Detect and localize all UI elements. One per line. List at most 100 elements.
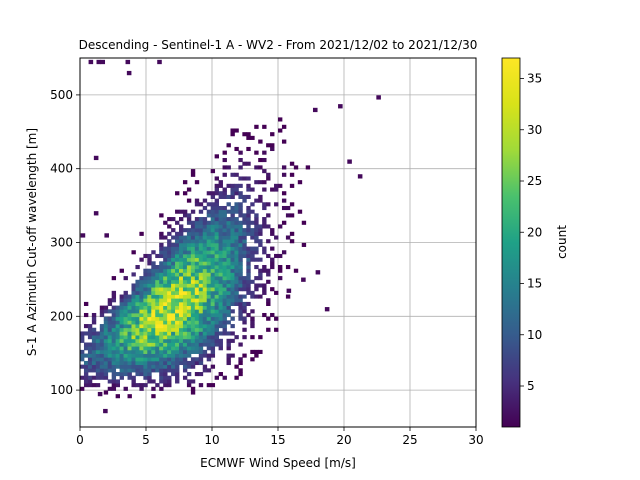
histogram-bin	[202, 279, 208, 284]
y-axis-label: S-1 A Azimuth Cut-off wavelength [m]	[25, 128, 39, 356]
histogram-bin	[131, 309, 136, 314]
histogram-bin	[131, 368, 136, 373]
histogram-bin	[139, 386, 144, 391]
histogram-bin	[95, 353, 101, 358]
histogram-bin	[270, 265, 275, 270]
histogram-bin	[115, 327, 120, 332]
histogram-bin	[210, 324, 216, 329]
histogram-bin	[206, 327, 212, 332]
histogram-bin	[270, 261, 275, 266]
histogram-bin	[151, 283, 156, 288]
histogram-bin	[258, 276, 263, 281]
histogram-bin	[135, 324, 140, 329]
histogram-bin	[155, 272, 160, 277]
histogram-bin	[198, 327, 204, 332]
histogram-bin	[234, 294, 239, 299]
histogram-bin	[186, 261, 192, 266]
histogram-bin	[147, 368, 152, 373]
histogram-bin	[139, 368, 144, 373]
histogram-bin	[210, 220, 216, 225]
histogram-bin	[222, 239, 227, 244]
histogram-bin	[246, 250, 251, 255]
histogram-bin	[194, 261, 200, 266]
histogram-bin	[163, 372, 168, 377]
histogram-bin	[206, 338, 212, 343]
histogram-bin	[214, 312, 219, 318]
histogram-bin	[131, 287, 136, 292]
histogram-bin	[80, 338, 85, 343]
histogram-bin	[254, 217, 259, 222]
histogram-bin	[254, 265, 259, 270]
histogram-bin	[230, 283, 235, 288]
histogram-bin	[175, 235, 180, 240]
histogram-bin	[111, 290, 117, 295]
histogram-bin	[171, 294, 176, 299]
histogram-bin	[222, 253, 227, 259]
histogram-bin	[147, 283, 152, 288]
histogram-bin	[218, 213, 223, 218]
histogram-bin	[210, 253, 216, 259]
histogram-bin	[222, 290, 227, 295]
histogram-bin	[99, 309, 105, 314]
histogram-bin	[270, 132, 275, 137]
histogram-bin	[167, 279, 172, 284]
histogram-bin	[163, 298, 168, 303]
histogram-bin	[186, 228, 192, 233]
histogram-bin	[139, 335, 144, 340]
histogram-bin	[226, 242, 231, 247]
histogram-bin	[194, 338, 200, 343]
histogram-bin	[198, 349, 204, 354]
histogram-bin	[115, 320, 120, 325]
x-tick-label: 30	[468, 433, 483, 447]
histogram-bin	[194, 235, 200, 240]
histogram-bin	[179, 342, 184, 347]
histogram-bin	[119, 360, 124, 366]
histogram-bin	[95, 346, 101, 351]
histogram-bin	[218, 205, 223, 211]
histogram-bin	[186, 383, 192, 388]
histogram-bin	[238, 150, 243, 155]
histogram-bin	[175, 283, 180, 288]
histogram-bin	[171, 360, 176, 366]
histogram-bin	[107, 301, 113, 306]
histogram-bin	[91, 357, 97, 362]
histogram-bin	[151, 290, 156, 295]
histogram-bin	[115, 357, 120, 362]
histogram-bin	[167, 246, 172, 251]
histogram-bin	[179, 283, 184, 288]
histogram-bin	[214, 220, 219, 225]
histogram-bin	[147, 287, 152, 292]
histogram-bin	[218, 220, 223, 225]
histogram-bin	[270, 257, 275, 262]
histogram-bin	[171, 312, 176, 318]
histogram-bin	[190, 324, 196, 329]
histogram-bin	[202, 217, 208, 222]
histogram-bin	[234, 220, 239, 225]
histogram-bin	[139, 327, 144, 332]
histogram-bin	[242, 279, 247, 284]
histogram-bin	[254, 257, 259, 262]
histogram-bin	[226, 231, 231, 236]
histogram-bin	[159, 335, 164, 340]
histogram-bin	[190, 279, 196, 284]
histogram-bin	[123, 309, 128, 314]
histogram-bin	[210, 327, 216, 332]
histogram-bin	[270, 143, 275, 148]
histogram-bin	[190, 265, 196, 270]
histogram-bin	[214, 246, 219, 251]
histogram-bin	[190, 346, 196, 351]
histogram-bin	[167, 309, 172, 314]
histogram-bin	[103, 390, 109, 395]
histogram-bin	[218, 305, 223, 310]
histogram-bin	[163, 309, 168, 314]
histogram-bin	[143, 290, 148, 295]
histogram-bin	[182, 324, 188, 329]
histogram-bin	[175, 305, 180, 310]
histogram-bin	[143, 368, 148, 373]
histogram-bin	[206, 242, 212, 247]
histogram-bin	[226, 346, 231, 351]
histogram-bin	[218, 209, 223, 214]
histogram-bin	[179, 228, 184, 233]
histogram-bin	[242, 327, 247, 332]
